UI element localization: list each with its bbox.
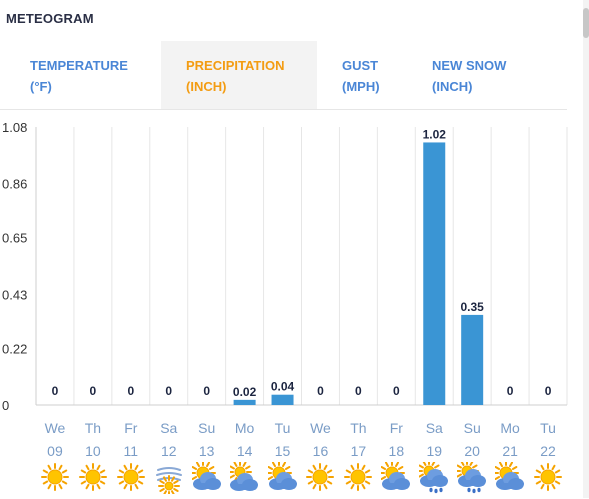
partly-cloudy-icon [189, 460, 222, 492]
bar-value-label: 0 [127, 384, 134, 398]
x-day-label: We [310, 420, 331, 436]
precip-bar [233, 399, 256, 405]
x-day-label: Su [198, 420, 215, 436]
bar-value-label: 0 [165, 384, 172, 398]
partly-cloudy-icon [493, 460, 525, 492]
weather-icon-row [0, 459, 589, 497]
x-date-label: 11 [124, 443, 139, 459]
scrollbar-thumb[interactable] [583, 8, 589, 38]
x-day-label: Tu [540, 420, 556, 436]
tab-gust-label: GUST [342, 58, 379, 73]
y-tick-label: 0.22 [2, 341, 27, 356]
tab-bar: TEMPERATURE (°F) PRECIPITATION (INCH) GU… [0, 41, 567, 110]
tab-new-snow-label: NEW SNOW [432, 58, 507, 73]
tab-new-snow[interactable]: NEW SNOW (INCH) [432, 41, 542, 109]
x-date-label: 22 [540, 443, 556, 459]
rain-icon [417, 459, 449, 494]
bar-value-label: 0.04 [271, 380, 295, 394]
precip-bar [423, 142, 446, 405]
y-tick-label: 1.08 [2, 120, 27, 135]
tab-precipitation-unit: (INCH) [186, 79, 227, 94]
partly-cloudy-icon [265, 460, 298, 492]
x-date-label: 12 [161, 443, 177, 459]
x-date-label: 16 [313, 443, 329, 459]
x-day-label: Sa [160, 420, 177, 436]
x-day-label: Th [350, 420, 366, 436]
scrollbar[interactable] [583, 0, 589, 498]
x-day-label: Th [85, 420, 101, 436]
bar-value-label: 0 [90, 384, 97, 398]
partly-cloudy-icon [379, 460, 411, 492]
sun-icon [533, 462, 563, 492]
bar-value-label: 0 [52, 384, 59, 398]
x-day-label: Mo [235, 420, 255, 436]
x-day-label: Tu [275, 420, 291, 436]
tab-precipitation[interactable]: PRECIPITATION (INCH) [161, 41, 317, 109]
bar-value-label: 0 [393, 384, 400, 398]
tab-gust[interactable]: GUST (MPH) [342, 41, 412, 109]
tab-new-snow-unit: (INCH) [432, 79, 473, 94]
rain-icon [455, 459, 487, 494]
x-date-label: 09 [47, 443, 63, 459]
bar-value-label: 0.02 [233, 385, 257, 399]
x-date-label: 15 [275, 443, 291, 459]
sun-icon [78, 462, 108, 492]
fog-icon [154, 462, 184, 497]
x-day-label: Sa [426, 420, 443, 436]
sun-icon [116, 462, 146, 492]
bar-value-label: 0 [203, 384, 210, 398]
sun-icon [40, 462, 70, 492]
tab-precipitation-label: PRECIPITATION [186, 58, 285, 73]
x-day-label: We [45, 420, 66, 436]
cloudy-icon [227, 460, 260, 492]
bar-value-label: 0 [355, 384, 362, 398]
x-date-label: 20 [464, 443, 480, 459]
x-date-label: 14 [237, 443, 253, 459]
precip-bar [461, 314, 484, 405]
meteogram-title: METEOGRAM [6, 11, 94, 26]
bar-value-label: 0 [317, 384, 324, 398]
y-tick-label: 0 [2, 398, 9, 413]
y-tick-label: 0.86 [2, 177, 27, 192]
y-tick-label: 0.43 [2, 287, 27, 302]
x-date-label: 19 [426, 443, 442, 459]
x-date-label: 13 [199, 443, 215, 459]
x-date-label: 21 [502, 443, 518, 459]
x-day-label: Su [464, 420, 481, 436]
precipitation-chart: 1.08 0.86 0.65 0.43 0.22 0 0 We 09 0 Th 10 0 Fr 11 0 Sa 1… [2, 120, 568, 459]
bar-value-label: 0.35 [460, 300, 484, 314]
x-day-label: Mo [500, 420, 520, 436]
tab-temperature-unit: (°F) [30, 79, 52, 94]
tab-temperature[interactable]: TEMPERATURE (°F) [30, 41, 155, 109]
tab-gust-unit: (MPH) [342, 79, 380, 94]
x-day-label: Fr [390, 420, 404, 436]
bar-value-label: 0 [545, 384, 552, 398]
sun-icon [343, 462, 373, 492]
bar-value-label: 1.02 [423, 127, 447, 141]
x-date-label: 17 [351, 443, 367, 459]
y-tick-label: 0.65 [2, 231, 27, 246]
tab-temperature-label: TEMPERATURE [30, 58, 128, 73]
sun-icon [305, 462, 335, 492]
x-date-label: 18 [389, 443, 405, 459]
precip-bar [271, 394, 294, 405]
x-date-label: 10 [85, 443, 101, 459]
x-day-label: Fr [124, 420, 138, 436]
bar-value-label: 0 [507, 384, 514, 398]
